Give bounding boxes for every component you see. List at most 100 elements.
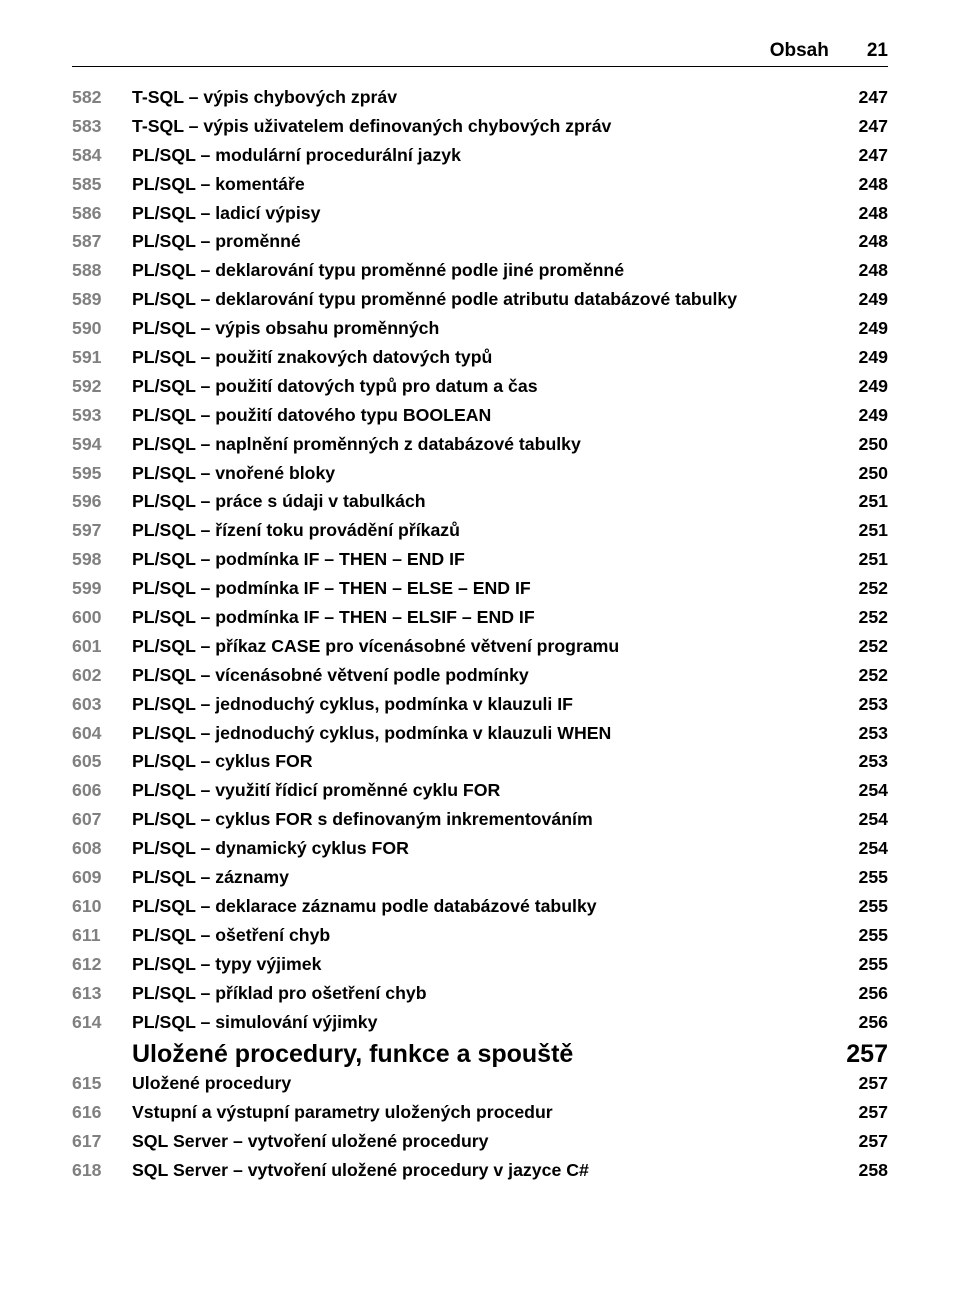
toc-entry-title: Uložené procedury, funkce a spouště — [132, 1042, 828, 1067]
toc-row: 595PL/SQL – vnořené bloky250 — [72, 465, 888, 483]
toc-entry-number: 592 — [72, 378, 132, 396]
toc-row: 613PL/SQL – příklad pro ošetření chyb256 — [72, 985, 888, 1003]
toc-entry-page: 249 — [828, 407, 888, 425]
toc-entry-title: PL/SQL – využití řídicí proměnné cyklu F… — [132, 782, 828, 800]
toc-entry-page: 248 — [828, 205, 888, 223]
toc-entry-page: 250 — [828, 465, 888, 483]
toc-entry-number: 605 — [72, 753, 132, 771]
toc-entry-number: 597 — [72, 522, 132, 540]
toc-entry-page: 252 — [828, 609, 888, 627]
toc-entry-title: T-SQL – výpis uživatelem definovaných ch… — [132, 118, 828, 136]
toc-row: 591PL/SQL – použití znakových datových t… — [72, 349, 888, 367]
toc-entry-page: 250 — [828, 436, 888, 454]
toc-entry-page: 251 — [828, 551, 888, 569]
toc-entry-page: 253 — [828, 725, 888, 743]
toc-row: 606PL/SQL – využití řídicí proměnné cykl… — [72, 782, 888, 800]
toc-entry-title: SQL Server – vytvoření uložené procedury… — [132, 1162, 828, 1180]
toc-row: 596PL/SQL – práce s údaji v tabulkách251 — [72, 493, 888, 511]
toc-row: 592PL/SQL – použití datových typů pro da… — [72, 378, 888, 396]
toc-list: 582T-SQL – výpis chybových zpráv247 583T-… — [72, 89, 888, 1180]
toc-row: 605PL/SQL – cyklus FOR253 — [72, 753, 888, 771]
toc-entry-number: 602 — [72, 667, 132, 685]
toc-entry-number: 615 — [72, 1075, 132, 1093]
toc-entry-page: 247 — [828, 118, 888, 136]
toc-entry-number: 614 — [72, 1014, 132, 1032]
toc-entry-title: PL/SQL – modulární procedurální jazyk — [132, 147, 828, 165]
toc-entry-number: 601 — [72, 638, 132, 656]
toc-row: 590PL/SQL – výpis obsahu proměnných249 — [72, 320, 888, 338]
toc-row: 594PL/SQL – naplnění proměnných z databá… — [72, 436, 888, 454]
toc-entry-number: 584 — [72, 147, 132, 165]
toc-row: 602PL/SQL – vícenásobné větvení podle po… — [72, 667, 888, 685]
toc-entry-number: 594 — [72, 436, 132, 454]
toc-entry-title: PL/SQL – podmínka IF – THEN – END IF — [132, 551, 828, 569]
toc-entry-title: PL/SQL – použití datových typů pro datum… — [132, 378, 828, 396]
toc-entry-number: 618 — [72, 1162, 132, 1180]
toc-entry-number: 585 — [72, 176, 132, 194]
toc-entry-title: PL/SQL – příklad pro ošetření chyb — [132, 985, 828, 1003]
toc-entry-number: 596 — [72, 493, 132, 511]
toc-entry-title: PL/SQL – použití datového typu BOOLEAN — [132, 407, 828, 425]
toc-entry-title: PL/SQL – jednoduchý cyklus, podmínka v k… — [132, 725, 828, 743]
toc-entry-title: PL/SQL – cyklus FOR — [132, 753, 828, 771]
toc-entry-page: 248 — [828, 176, 888, 194]
toc-row: 614PL/SQL – simulování výjimky256 — [72, 1014, 888, 1032]
page-header: Obsah 21 — [72, 40, 888, 67]
toc-entry-number: 590 — [72, 320, 132, 338]
toc-row: 609PL/SQL – záznamy255 — [72, 869, 888, 887]
toc-entry-page: 252 — [828, 638, 888, 656]
toc-entry-number: 599 — [72, 580, 132, 598]
toc-entry-number: 616 — [72, 1104, 132, 1122]
toc-row: 583T-SQL – výpis uživatelem definovaných… — [72, 118, 888, 136]
toc-row: 615Uložené procedury257 — [72, 1075, 888, 1093]
toc-entry-title: PL/SQL – typy výjimek — [132, 956, 828, 974]
toc-row: 587PL/SQL – proměnné248 — [72, 233, 888, 251]
toc-row: 618SQL Server – vytvoření uložené proced… — [72, 1162, 888, 1180]
toc-row: 601PL/SQL – příkaz CASE pro vícenásobné … — [72, 638, 888, 656]
toc-row: 616Vstupní a výstupní parametry uloženýc… — [72, 1104, 888, 1122]
toc-entry-number: 607 — [72, 811, 132, 829]
toc-entry-page: 254 — [828, 811, 888, 829]
toc-entry-title: PL/SQL – proměnné — [132, 233, 828, 251]
toc-row: 582T-SQL – výpis chybových zpráv247 — [72, 89, 888, 107]
toc-entry-page: 247 — [828, 147, 888, 165]
toc-entry-page: 249 — [828, 349, 888, 367]
toc-row: 600PL/SQL – podmínka IF – THEN – ELSIF –… — [72, 609, 888, 627]
toc-entry-number: 600 — [72, 609, 132, 627]
toc-entry-number: 598 — [72, 551, 132, 569]
toc-row: 603PL/SQL – jednoduchý cyklus, podmínka … — [72, 696, 888, 714]
toc-entry-title: PL/SQL – dynamický cyklus FOR — [132, 840, 828, 858]
toc-entry-page: 248 — [828, 233, 888, 251]
toc-entry-number: 603 — [72, 696, 132, 714]
header-title: Obsah — [770, 40, 829, 62]
toc-entry-page: 255 — [828, 898, 888, 916]
toc-section-row: Uložené procedury, funkce a spouště257 — [72, 1042, 888, 1067]
toc-entry-title: PL/SQL – deklarování typu proměnné podle… — [132, 262, 828, 280]
toc-row: 604PL/SQL – jednoduchý cyklus, podmínka … — [72, 725, 888, 743]
toc-entry-number: 586 — [72, 205, 132, 223]
toc-entry-title: PL/SQL – podmínka IF – THEN – ELSE – END… — [132, 580, 828, 598]
toc-entry-title: PL/SQL – deklarování typu proměnné podle… — [132, 291, 828, 309]
toc-entry-title: Vstupní a výstupní parametry uložených p… — [132, 1104, 828, 1122]
toc-entry-title: PL/SQL – použití znakových datových typů — [132, 349, 828, 367]
toc-row: 611PL/SQL – ošetření chyb255 — [72, 927, 888, 945]
toc-entry-title: Uložené procedury — [132, 1075, 828, 1093]
toc-entry-number: 588 — [72, 262, 132, 280]
toc-entry-page: 254 — [828, 782, 888, 800]
toc-entry-page: 255 — [828, 869, 888, 887]
toc-entry-number: 591 — [72, 349, 132, 367]
toc-row: 586PL/SQL – ladicí výpisy248 — [72, 205, 888, 223]
toc-entry-title: PL/SQL – ošetření chyb — [132, 927, 828, 945]
toc-row: 612PL/SQL – typy výjimek255 — [72, 956, 888, 974]
toc-entry-title: SQL Server – vytvoření uložené procedury — [132, 1133, 828, 1151]
toc-row: 608PL/SQL – dynamický cyklus FOR254 — [72, 840, 888, 858]
toc-row: 599PL/SQL – podmínka IF – THEN – ELSE – … — [72, 580, 888, 598]
toc-entry-page: 257 — [828, 1075, 888, 1093]
toc-entry-number: 589 — [72, 291, 132, 309]
toc-entry-title: PL/SQL – podmínka IF – THEN – ELSIF – EN… — [132, 609, 828, 627]
toc-entry-page: 254 — [828, 840, 888, 858]
toc-row: 589PL/SQL – deklarování typu proměnné po… — [72, 291, 888, 309]
toc-entry-number: 593 — [72, 407, 132, 425]
toc-entry-page: 249 — [828, 378, 888, 396]
toc-entry-title: PL/SQL – deklarace záznamu podle databáz… — [132, 898, 828, 916]
